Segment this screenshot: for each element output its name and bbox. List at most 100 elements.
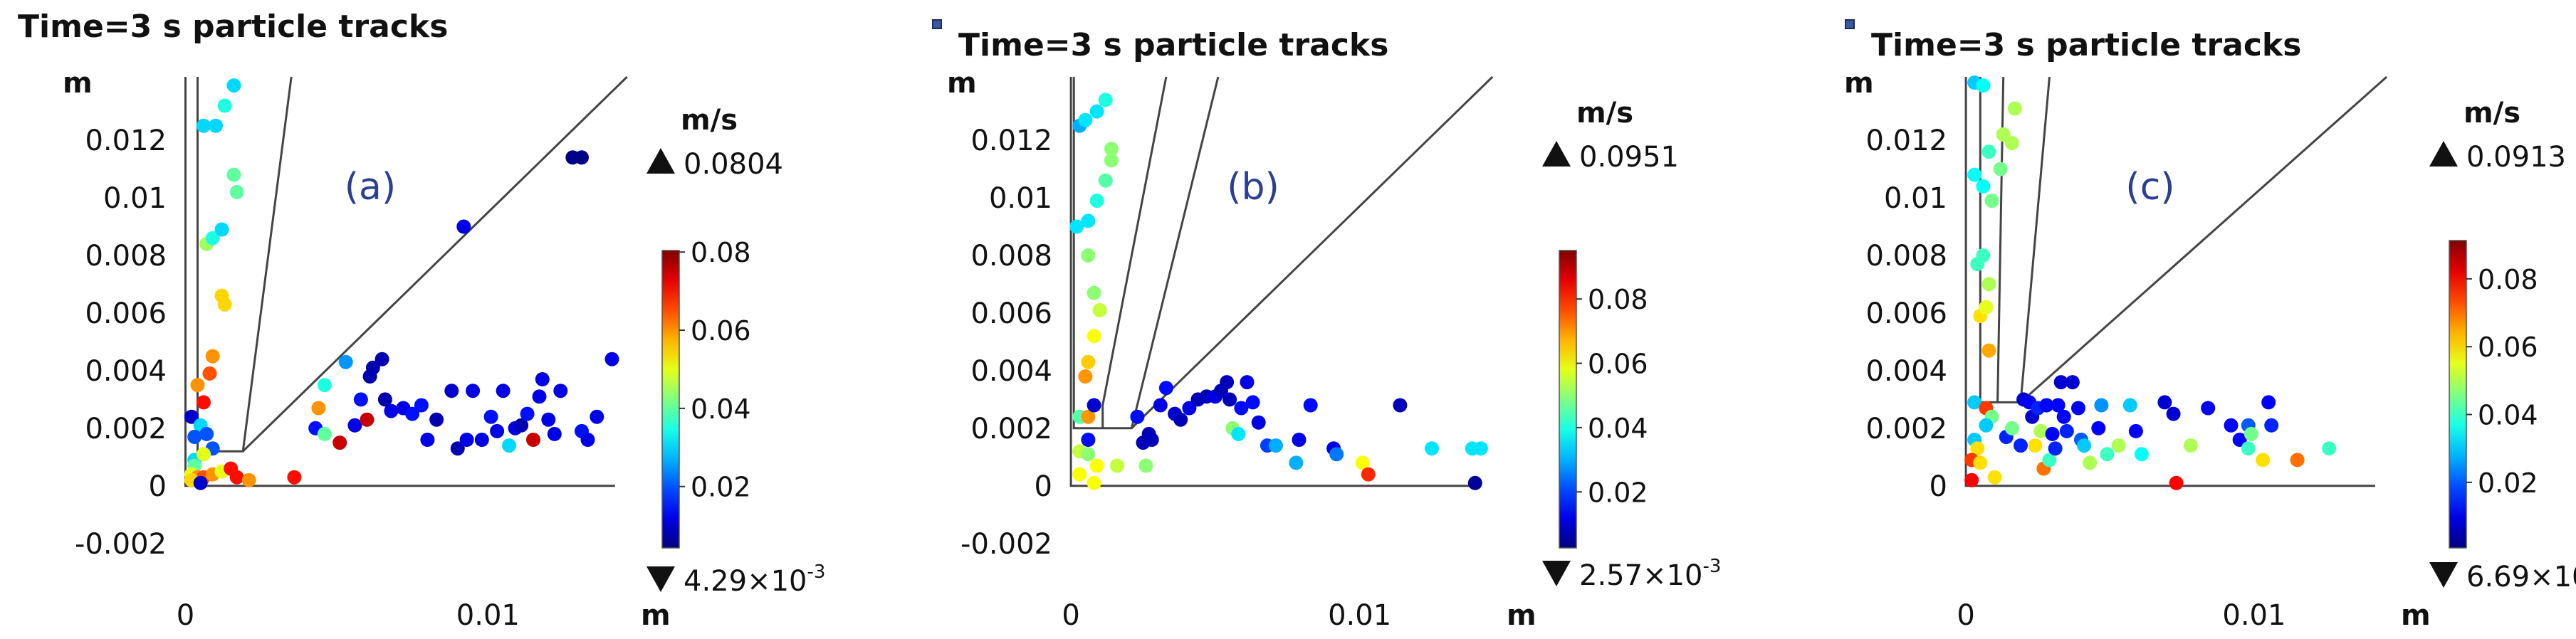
x-tick-label: 0.01 — [2222, 599, 2286, 632]
y-tick-label: 0 — [149, 470, 167, 503]
chart-title: Time=3 s particle tracks — [958, 27, 1388, 63]
particle-point — [2053, 375, 2068, 390]
y-tick-label: 0.008 — [970, 240, 1052, 273]
particle-point — [226, 78, 241, 93]
panel-a: Time=3 s particle tracks m m -0.002 0 0.002 0.… — [18, 9, 825, 632]
particle-point — [2091, 421, 2106, 435]
particle-point — [1996, 127, 2011, 142]
particle-point — [414, 398, 429, 413]
geometry-boundary — [1072, 76, 1220, 430]
panel-corner-icon — [932, 19, 942, 29]
particle-point — [1130, 409, 1145, 424]
geometry-boundary — [1131, 75, 1494, 429]
particle-point — [1153, 398, 1168, 413]
particle-point — [2071, 401, 2085, 416]
y-tick-label: 0.002 — [1865, 413, 1947, 445]
particle-point — [2122, 398, 2137, 413]
particle-point — [1144, 433, 1159, 447]
particle-point — [1245, 395, 1260, 410]
particle-point — [199, 426, 214, 441]
max-value-label: 0.0951 — [1579, 141, 1679, 174]
particle-point — [241, 472, 256, 487]
geometry-boundary — [197, 76, 293, 453]
particle-point — [1234, 401, 1249, 416]
particle-point — [520, 406, 535, 421]
particle-point — [1098, 93, 1113, 107]
particle-point — [2111, 438, 2126, 453]
particle-point — [205, 231, 220, 245]
particle-point — [1069, 219, 1084, 234]
particle-point — [1104, 142, 1119, 157]
particle-point — [1089, 104, 1104, 119]
max-triangle-icon — [646, 148, 675, 174]
particle-point — [197, 395, 211, 410]
particle-point — [1361, 467, 1376, 482]
particle-point — [483, 409, 498, 424]
particle-point — [420, 433, 435, 447]
particle-point — [2264, 418, 2279, 433]
particle-point — [365, 360, 380, 375]
colorbar-tick-label: 0.06 — [1588, 349, 1648, 380]
particle-point — [1089, 458, 1104, 473]
particle-point — [532, 389, 547, 404]
particle-point — [1081, 409, 1096, 424]
particle-point — [2048, 441, 2063, 456]
particle-point — [1976, 179, 1991, 194]
particle-point — [2166, 406, 2181, 421]
particle-point — [1138, 458, 1153, 473]
particle-point — [2077, 438, 2092, 453]
particle-point — [2045, 426, 2060, 441]
particle-point — [1967, 167, 1982, 182]
colorbar-unit: m/s — [681, 104, 738, 137]
particle-point — [2033, 423, 2048, 438]
colorbar-tick-label: 0.04 — [1588, 413, 1648, 444]
particle-point — [1081, 354, 1096, 369]
particle-point — [1222, 392, 1237, 407]
particle-point — [229, 184, 244, 199]
particle-point — [197, 118, 211, 133]
particle-point — [190, 378, 205, 393]
particle-point — [1087, 285, 1101, 300]
y-tick-label: 0.006 — [85, 297, 167, 330]
particle-point — [2169, 475, 2184, 490]
particle-point — [229, 470, 244, 485]
particle-point — [429, 412, 444, 427]
particle-point — [2059, 423, 2074, 438]
particle-point — [1110, 458, 1124, 473]
y-tick-label: 0.012 — [1865, 125, 1947, 157]
particle-point — [1979, 418, 1994, 433]
particle-point — [375, 352, 389, 366]
particle-point — [1081, 433, 1096, 447]
y-tick-label: 0.004 — [85, 355, 167, 388]
particle-point — [317, 426, 332, 441]
y-tick-label: 0.01 — [103, 182, 167, 215]
particle-point — [2157, 395, 2172, 410]
particle-point — [2224, 418, 2239, 433]
x-tick-label: 0 — [1062, 599, 1079, 632]
max-value-label: 0.0913 — [2466, 141, 2566, 174]
panel-label: (b) — [1227, 166, 1279, 208]
min-triangle-icon — [646, 566, 675, 592]
max-triangle-icon — [1542, 141, 1571, 167]
x-tick-label: 0.01 — [1328, 599, 1391, 632]
particle-point — [2256, 453, 2271, 468]
particle-point — [541, 412, 556, 427]
particle-point — [580, 433, 595, 447]
particle-point — [1973, 455, 1988, 470]
particle-point — [317, 378, 332, 393]
particle-point — [1092, 302, 1107, 317]
colorbar-tick-label: 0.02 — [1588, 477, 1648, 508]
max-value-label: 0.0804 — [684, 148, 783, 181]
particle-point — [1292, 433, 1307, 447]
colorbar-tick-label: 0.06 — [2478, 332, 2538, 363]
panel-label: (a) — [345, 166, 396, 208]
geometry-boundary — [184, 77, 615, 487]
particle-point — [1289, 455, 1304, 470]
x-axis-label: m — [641, 599, 671, 632]
x-axis-label: m — [2401, 599, 2431, 632]
colorbar-tick-label: 0.06 — [691, 315, 751, 347]
y-tick-label: 0.008 — [85, 240, 167, 273]
min-value-label: 4.29×10-3 — [684, 561, 825, 598]
particle-point — [193, 475, 208, 490]
